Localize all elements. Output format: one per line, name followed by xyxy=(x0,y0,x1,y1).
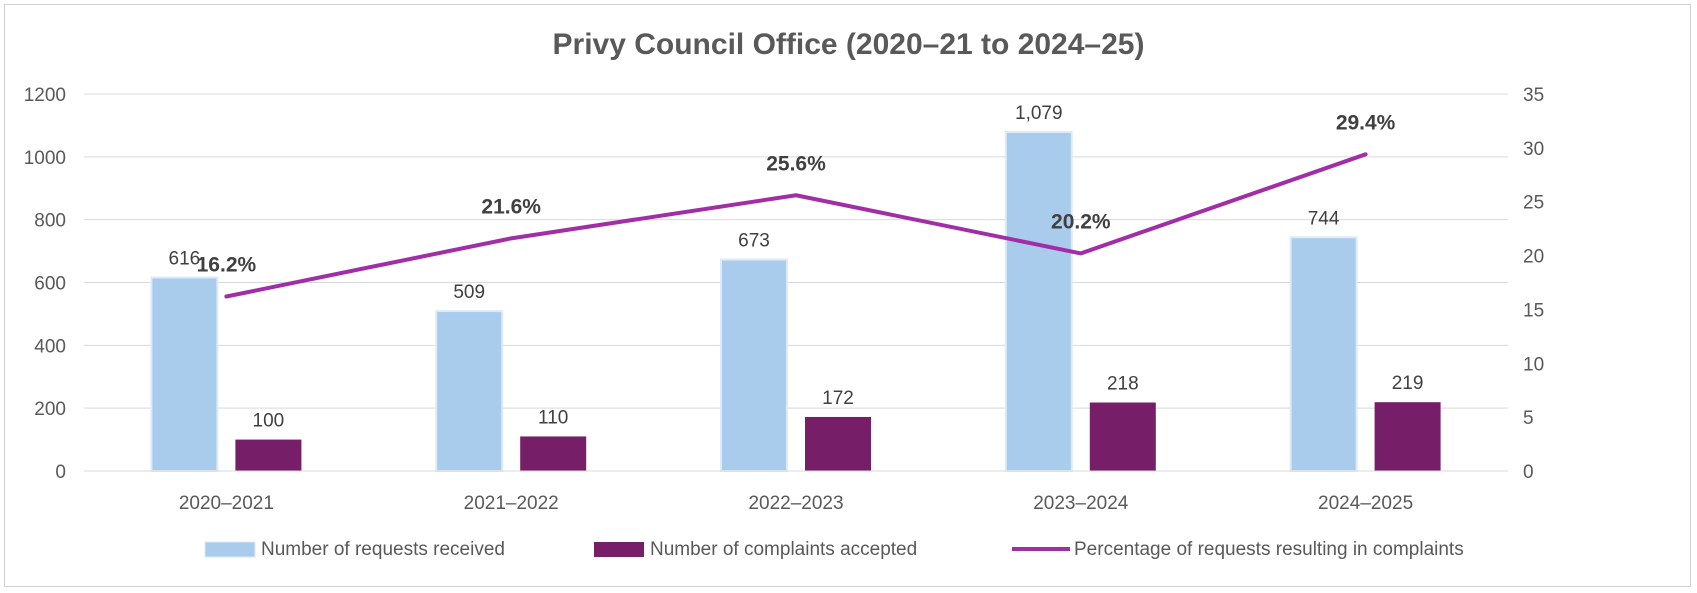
bar-number-of-complaints-accepted xyxy=(1374,402,1441,471)
bar-number-of-complaints-accepted xyxy=(805,416,871,471)
x-tick-label: 2023–2024 xyxy=(1033,493,1129,514)
right-axis: 0 5 10 15 20 25 30 35 xyxy=(1523,85,1544,483)
x-tick-label: 2021–2022 xyxy=(464,493,559,514)
bar-number-of-requests-received xyxy=(720,258,788,472)
y-tick-label: 800 xyxy=(34,211,66,232)
x-axis: 2020–2021 2021–2022 2022–2023 2023–2024 2024… xyxy=(84,470,1508,514)
y2-tick-label: 35 xyxy=(1523,85,1544,106)
bar-number-of-complaints-accepted xyxy=(235,439,302,471)
left-axis: 0 200 400 600 800 1000 1200 xyxy=(24,85,66,483)
data-label-number-of-complaints-accepted: 218 xyxy=(1107,374,1139,395)
data-label-number-of-complaints-accepted: 172 xyxy=(822,388,854,409)
y-tick-label: 200 xyxy=(34,399,66,420)
percentage-line xyxy=(224,152,1368,299)
legend-label-number-of-requests-received: Number of requests received xyxy=(261,539,505,560)
bar-number-of-complaints-accepted xyxy=(520,436,587,471)
y-tick-label: 600 xyxy=(34,274,66,295)
legend-swatch-number-of-complaints-accepted xyxy=(594,542,644,557)
data-label-number-of-requests-received: 1,079 xyxy=(1015,103,1063,124)
x-tick-label: 2022–2023 xyxy=(748,493,843,514)
y2-tick-label: 20 xyxy=(1523,247,1544,268)
data-label-number-of-complaints-accepted: 100 xyxy=(253,411,285,432)
y2-tick-label: 5 xyxy=(1523,408,1534,429)
bar-number-of-complaints-accepted xyxy=(1089,402,1156,471)
y-tick-label: 0 xyxy=(55,462,66,483)
legend-swatch-number-of-requests-received xyxy=(204,541,256,558)
y2-tick-label: 10 xyxy=(1523,354,1544,375)
legend: Number of requests received Number of com… xyxy=(204,539,1464,560)
y2-tick-label: 0 xyxy=(1523,462,1534,483)
legend-label-percentage-of-requests-resulting-in-complaints: Percentage of requests resulting in comp… xyxy=(1074,539,1464,560)
y-tick-label: 1000 xyxy=(24,148,66,169)
bar-number-of-requests-received xyxy=(150,276,219,472)
y2-tick-label: 15 xyxy=(1523,300,1544,321)
data-label-percentage: 29.4% xyxy=(1336,111,1396,134)
y2-tick-label: 25 xyxy=(1523,193,1544,214)
data-label-percentage: 20.2% xyxy=(1051,210,1111,233)
legend-label-number-of-complaints-accepted: Number of complaints accepted xyxy=(650,539,917,560)
data-label-number-of-requests-received: 616 xyxy=(169,248,201,269)
gridlines xyxy=(84,93,1508,472)
bar-number-of-requests-received xyxy=(1004,131,1073,472)
data-label-percentage: 25.6% xyxy=(766,152,826,175)
y-tick-label: 400 xyxy=(34,336,66,357)
data-label-number-of-requests-received: 744 xyxy=(1308,208,1340,229)
data-label-percentage: 16.2% xyxy=(197,254,257,277)
bar-number-of-requests-received xyxy=(435,310,504,472)
x-tick-label: 2024–2025 xyxy=(1318,493,1413,514)
chart-title: Privy Council Office (2020–21 to 2024–25… xyxy=(552,28,1145,61)
series-line-percentage-of-requests-resulting-in-complaints xyxy=(224,152,1368,299)
data-label-number-of-complaints-accepted: 219 xyxy=(1392,373,1424,394)
bar-number-of-requests-received xyxy=(1289,236,1358,472)
y-tick-label: 1200 xyxy=(24,85,66,106)
data-label-number-of-requests-received: 509 xyxy=(453,282,485,303)
data-labels: 616 509 673 1,079 744 100 110 172 218 219 16.2% 21.… xyxy=(169,103,1424,432)
x-tick-label: 2020–2021 xyxy=(179,493,274,514)
data-label-number-of-requests-received: 673 xyxy=(738,231,770,252)
data-label-number-of-complaints-accepted: 110 xyxy=(538,407,568,428)
y2-tick-label: 30 xyxy=(1523,139,1544,160)
chart-frame xyxy=(4,4,1691,587)
bars xyxy=(150,131,1441,472)
data-label-percentage: 21.6% xyxy=(481,195,541,218)
